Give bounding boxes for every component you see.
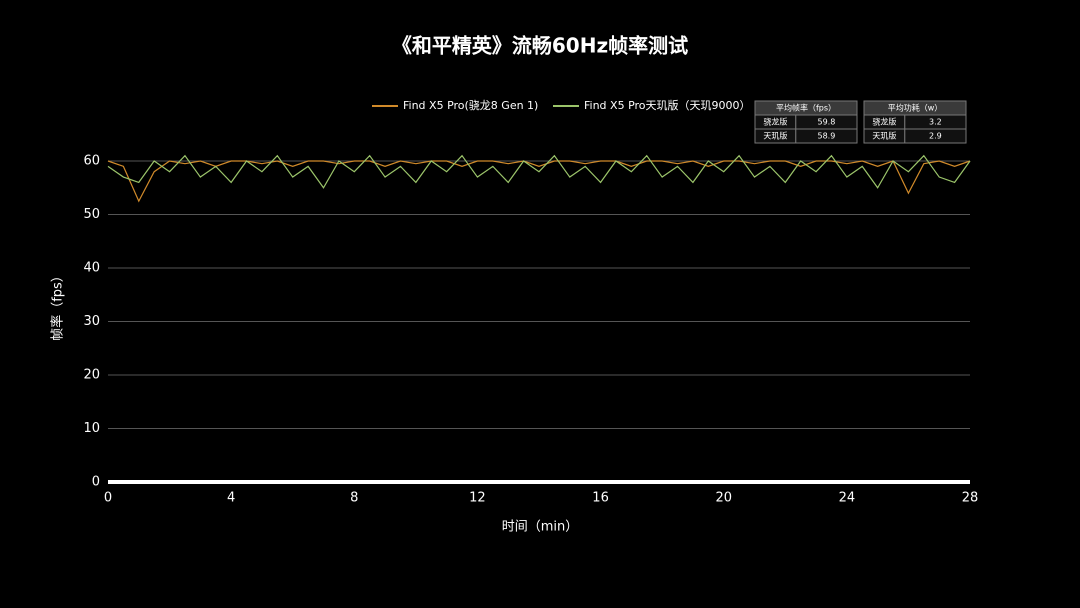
table-value: 2.9 xyxy=(929,132,942,141)
y-tick-label: 30 xyxy=(83,314,100,329)
table-row-label: 骁龙版 xyxy=(763,117,787,127)
y-tick-label: 10 xyxy=(83,421,100,436)
y-tick-label: 0 xyxy=(92,475,100,490)
table-row-label: 天玑版 xyxy=(872,131,896,141)
y-tick-label: 40 xyxy=(83,261,100,276)
table-value: 59.8 xyxy=(817,118,835,127)
table-header: 平均功耗（w） xyxy=(888,103,943,113)
series-line xyxy=(107,160,971,203)
table-value: 58.9 xyxy=(817,132,835,141)
legend-label: Find X5 Pro(骁龙8 Gen 1) xyxy=(403,98,538,112)
table-row-label: 骁龙版 xyxy=(872,117,896,127)
y-tick-label: 20 xyxy=(83,368,100,383)
x-tick-label: 4 xyxy=(227,491,235,506)
x-tick-label: 24 xyxy=(839,491,856,506)
x-axis-label: 时间（min） xyxy=(502,520,579,535)
x-tick-label: 16 xyxy=(592,491,609,506)
legend-label: Find X5 Pro天玑版（天玑9000） xyxy=(584,98,751,112)
series-line xyxy=(107,154,971,189)
table-value: 3.2 xyxy=(929,118,942,127)
x-tick-label: 8 xyxy=(350,491,358,506)
table-cell xyxy=(795,128,858,144)
y-tick-label: 50 xyxy=(83,207,100,222)
y-axis-label: 帧率（fps） xyxy=(50,269,66,341)
x-tick-label: 20 xyxy=(715,491,732,506)
table-header: 平均帧率（fps） xyxy=(776,103,836,113)
x-tick-label: 0 xyxy=(104,491,112,506)
x-tick-label: 12 xyxy=(469,491,486,506)
y-tick-label: 60 xyxy=(83,154,100,169)
table-row-label: 天玑版 xyxy=(763,131,787,141)
x-tick-label: 28 xyxy=(962,491,979,506)
chart-title: 《和平精英》流畅60Hz帧率测试 xyxy=(392,34,688,58)
table-cell xyxy=(904,128,967,144)
